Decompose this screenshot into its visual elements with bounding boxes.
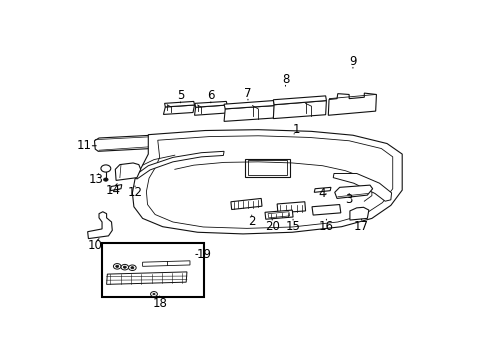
Text: 4: 4 [318,188,325,201]
Polygon shape [224,100,274,109]
Polygon shape [267,212,289,218]
Polygon shape [134,151,224,179]
Polygon shape [106,272,186,284]
Text: 12: 12 [127,186,142,199]
Text: 14: 14 [106,184,121,197]
Polygon shape [264,210,292,219]
Polygon shape [230,198,262,210]
Polygon shape [163,105,194,114]
Polygon shape [115,163,141,180]
Text: 7: 7 [244,87,251,100]
Circle shape [128,265,136,270]
Polygon shape [164,102,194,107]
Polygon shape [94,132,223,151]
Polygon shape [311,204,340,215]
Bar [102,243,203,297]
Circle shape [131,267,134,269]
Ellipse shape [189,192,194,194]
Text: 13: 13 [88,172,103,185]
Text: 18: 18 [152,297,167,310]
Text: 16: 16 [318,220,333,233]
Circle shape [101,165,111,172]
Polygon shape [332,174,391,201]
Circle shape [121,264,128,270]
Circle shape [150,292,157,297]
Circle shape [116,265,119,267]
Text: 8: 8 [281,73,288,86]
Circle shape [103,178,108,181]
Ellipse shape [159,194,163,196]
Circle shape [123,266,126,268]
Circle shape [113,264,121,269]
Polygon shape [334,185,372,198]
Circle shape [114,186,120,190]
Polygon shape [277,202,305,213]
Polygon shape [247,161,287,175]
Polygon shape [87,212,112,239]
Polygon shape [132,130,401,234]
Text: 17: 17 [353,220,368,233]
Polygon shape [194,105,226,115]
Polygon shape [224,105,274,121]
Polygon shape [195,102,226,107]
Ellipse shape [164,194,169,196]
Polygon shape [273,100,326,118]
Polygon shape [327,93,376,115]
Text: 19: 19 [197,248,211,261]
Text: 11: 11 [76,139,91,152]
Text: 15: 15 [285,220,300,233]
Polygon shape [110,185,122,191]
Text: 3: 3 [345,193,352,206]
Circle shape [153,293,155,295]
Ellipse shape [176,192,181,194]
Text: 5: 5 [177,89,184,102]
Polygon shape [146,136,392,228]
Polygon shape [244,159,290,177]
Text: 2: 2 [247,216,255,229]
Text: 1: 1 [292,123,300,136]
Text: 10: 10 [88,239,102,252]
Polygon shape [273,96,326,105]
Polygon shape [314,187,330,192]
Text: 6: 6 [206,89,214,102]
Text: 9: 9 [348,55,356,68]
Text: 20: 20 [264,220,279,233]
Polygon shape [349,207,368,220]
Polygon shape [142,261,189,266]
